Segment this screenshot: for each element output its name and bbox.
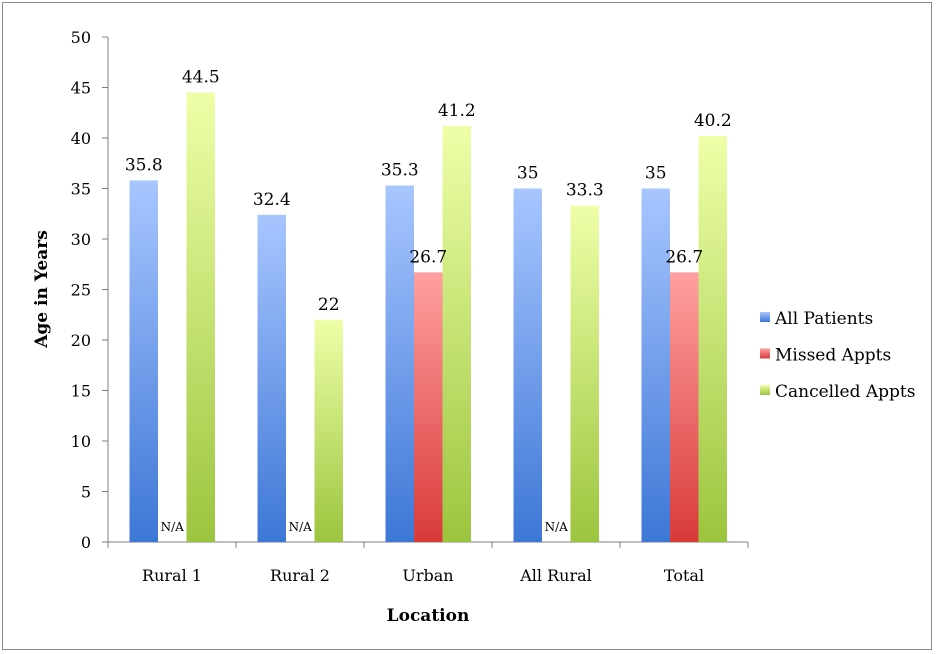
y-tick-label: 30 <box>71 230 91 249</box>
legend-label: All Patients <box>774 309 873 329</box>
data-label: 26.7 <box>409 247 447 267</box>
y-tick-label: 40 <box>71 129 91 148</box>
y-tick-label: 45 <box>71 79 91 98</box>
bar <box>513 188 542 542</box>
bar <box>129 180 158 543</box>
y-tick-label: 25 <box>71 281 91 300</box>
bar <box>186 92 215 543</box>
data-label: 35.8 <box>125 155 163 175</box>
x-tick-label: Urban <box>402 566 453 585</box>
x-tick-label: Total <box>664 566 704 585</box>
bar <box>442 125 471 542</box>
legend-swatch <box>760 312 770 322</box>
bar <box>641 188 670 542</box>
data-label: 35 <box>645 164 667 184</box>
legend-item: All Patients <box>760 309 873 329</box>
legend-swatch <box>760 348 770 359</box>
y-tick-label: 15 <box>71 382 91 401</box>
legend-label: Cancelled Appts <box>775 382 916 402</box>
y-tick-label: 0 <box>81 533 91 552</box>
data-label: 35.3 <box>381 160 419 180</box>
bar <box>570 205 599 543</box>
legend-item: Missed Appts <box>760 346 891 366</box>
data-labels: 35.8 N/A 44.5 32.4 N/A 22 35.3 26.7 41.2 35 N/A 33.… <box>125 68 732 534</box>
data-label: 44.5 <box>182 68 220 88</box>
x-tick-label: All Rural <box>519 566 592 585</box>
data-label: 41.2 <box>438 101 476 121</box>
data-label: 40.2 <box>694 111 732 131</box>
x-axis-title: Location <box>387 606 470 626</box>
legend-label: Missed Appts <box>775 346 891 366</box>
data-label: 22 <box>318 295 340 315</box>
y-tick-label: 50 <box>71 28 91 47</box>
data-label: 35 <box>517 164 539 184</box>
bar <box>385 185 414 542</box>
y-tick-label: 10 <box>71 432 91 451</box>
bar <box>670 272 699 542</box>
y-tick-label: 35 <box>71 180 91 199</box>
data-label: 32.4 <box>253 190 291 210</box>
data-label: N/A <box>545 520 569 534</box>
y-tick-label: 20 <box>71 331 91 350</box>
data-label: N/A <box>289 520 313 534</box>
y-axis-title: Age in Years <box>32 230 52 349</box>
x-tick-label: Rural 2 <box>270 566 330 585</box>
y-tick-label: 5 <box>81 483 91 502</box>
x-axis: Rural 1 Rural 2 Urban All Rural Total <box>107 541 749 585</box>
data-label: N/A <box>161 520 185 534</box>
y-axis: 0 5 10 15 20 25 30 35 40 45 50 <box>71 28 109 552</box>
bar <box>257 214 286 542</box>
bar <box>314 319 343 542</box>
legend: All Patients Missed Appts Cancelled Appts <box>760 309 916 402</box>
data-label: 33.3 <box>566 181 604 201</box>
bar <box>698 135 727 543</box>
bar <box>414 272 443 542</box>
legend-item: Cancelled Appts <box>760 382 916 402</box>
bars <box>129 92 727 543</box>
data-label: 26.7 <box>665 247 703 267</box>
legend-swatch <box>760 385 770 395</box>
x-tick-label: Rural 1 <box>142 566 202 585</box>
